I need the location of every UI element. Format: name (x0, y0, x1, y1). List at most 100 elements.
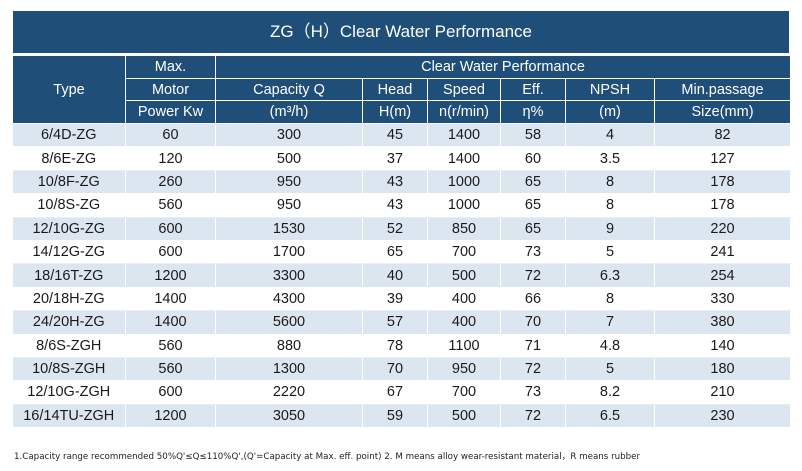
cell-capacity: 300 (215, 123, 363, 148)
cell-motor-power: 600 (125, 240, 216, 265)
performance-table-wrapper: ZG（H）Clear Water Performance Type Max. C… (12, 10, 792, 429)
cell-motor-power: 600 (125, 380, 216, 405)
table-row: 6/4D-ZG 60 300 45 1400 58 4 82 (12, 123, 792, 148)
cell-passage: 330 (654, 287, 792, 312)
cell-head: 45 (362, 123, 428, 148)
cell-speed: 500 (427, 263, 501, 288)
cell-type: 10/8S-ZGH (12, 357, 126, 382)
cell-speed: 1100 (427, 334, 501, 358)
cell-npsh: 8 (565, 170, 655, 195)
cell-head: 65 (362, 240, 428, 265)
table-row: 12/10G-ZG 600 1530 52 850 65 9 220 (12, 217, 792, 241)
cell-passage: 254 (654, 263, 792, 288)
cell-capacity: 950 (215, 193, 363, 218)
cell-type: 12/10G-ZG (12, 217, 126, 241)
header-passage: Min.passage (653, 78, 792, 101)
header-capacity: Capacity Q (215, 78, 363, 101)
cell-npsh: 6.3 (565, 263, 655, 288)
cell-eff: 72 (500, 357, 566, 382)
cell-capacity: 3050 (215, 404, 363, 429)
cell-type: 24/20H-ZG (12, 310, 126, 335)
cell-npsh: 8 (565, 287, 655, 312)
cell-npsh: 7 (565, 310, 655, 335)
header-head: Head (362, 78, 428, 101)
header-capacity-unit: (m³/h) (215, 100, 363, 124)
cell-npsh: 4.8 (565, 334, 655, 358)
cell-capacity: 880 (215, 334, 363, 358)
table-row: 10/8F-ZG 260 950 43 1000 65 8 178 (12, 170, 792, 195)
cell-capacity: 1530 (215, 217, 363, 241)
cell-eff: 71 (500, 334, 566, 358)
cell-capacity: 1700 (215, 240, 363, 265)
cell-eff: 72 (500, 263, 566, 288)
cell-type: 8/6S-ZGH (12, 334, 126, 358)
cell-eff: 73 (500, 240, 566, 265)
cell-eff: 58 (500, 123, 566, 148)
cell-speed: 950 (427, 357, 501, 382)
header-passage-unit: Size(mm) (653, 100, 792, 124)
cell-passage: 230 (654, 404, 792, 429)
cell-type: 16/14TU-ZGH (12, 404, 126, 429)
table-row: 16/14TU-ZGH 1200 3050 59 500 72 6.5 230 (12, 404, 792, 429)
cell-passage: 127 (654, 146, 792, 171)
cell-npsh: 5 (565, 357, 655, 382)
cell-speed: 1000 (427, 193, 501, 218)
cell-passage: 140 (654, 334, 792, 358)
cell-capacity: 2220 (215, 380, 363, 405)
footnote: 1.Capacity range recommended 50%Q'≤Q≤110… (14, 452, 641, 462)
cell-type: 20/18H-ZG (12, 287, 126, 312)
cell-type: 14/12G-ZG (12, 240, 126, 265)
header-eff-unit: η% (500, 100, 566, 124)
cell-speed: 1400 (427, 146, 501, 171)
cell-head: 78 (362, 334, 428, 358)
table-row: 8/6S-ZGH 560 880 78 1100 71 4.8 140 (12, 334, 792, 358)
cell-motor-power: 260 (125, 170, 216, 195)
cell-head: 40 (362, 263, 428, 288)
header-type: Type (12, 55, 126, 124)
cell-speed: 700 (427, 380, 501, 405)
table-row: 20/18H-ZG 1400 4300 39 400 66 8 330 (12, 287, 792, 312)
cell-eff: 70 (500, 310, 566, 335)
cell-motor-power: 120 (125, 146, 216, 171)
table-body: 6/4D-ZG 60 300 45 1400 58 4 82 8/6E-ZG 120 500 37 14… (12, 123, 792, 429)
cell-passage: 178 (654, 193, 792, 218)
table-row: 18/16T-ZG 1200 3300 40 500 72 6.3 254 (12, 263, 792, 288)
cell-speed: 500 (427, 404, 501, 429)
cell-head: 37 (362, 146, 428, 171)
cell-type: 8/6E-ZG (12, 146, 126, 171)
table-title: ZG（H）Clear Water Performance (12, 10, 790, 55)
cell-type: 10/8F-ZG (12, 170, 126, 195)
cell-type: 10/8S-ZG (12, 193, 126, 218)
cell-npsh: 4 (565, 123, 655, 148)
cell-npsh: 3.5 (565, 146, 655, 171)
cell-eff: 65 (500, 217, 566, 241)
header-power-kw: Power Kw (125, 100, 216, 124)
cell-motor-power: 1200 (125, 404, 216, 429)
cell-speed: 1000 (427, 170, 501, 195)
cell-eff: 72 (500, 404, 566, 429)
performance-table: Type Max. Clear Water Performance Motor … (12, 55, 792, 429)
cell-head: 67 (362, 380, 428, 405)
cell-speed: 700 (427, 240, 501, 265)
cell-head: 43 (362, 170, 428, 195)
cell-passage: 82 (654, 123, 792, 148)
cell-speed: 400 (427, 310, 501, 335)
cell-passage: 220 (654, 217, 792, 241)
cell-eff: 65 (500, 170, 566, 195)
cell-type: 12/10G-ZGH (12, 380, 126, 405)
cell-npsh: 8 (565, 193, 655, 218)
cell-motor-power: 560 (125, 357, 216, 382)
cell-motor-power: 60 (125, 123, 216, 148)
cell-motor-power: 560 (125, 193, 216, 218)
cell-capacity: 3300 (215, 263, 363, 288)
header-speed: Speed (427, 78, 501, 101)
cell-eff: 60 (500, 146, 566, 171)
cell-npsh: 9 (565, 217, 655, 241)
cell-head: 43 (362, 193, 428, 218)
cell-motor-power: 1400 (125, 310, 216, 335)
header-npsh: NPSH (565, 78, 655, 101)
cell-speed: 850 (427, 217, 501, 241)
cell-motor-power: 1400 (125, 287, 216, 312)
cell-npsh: 8.2 (565, 380, 655, 405)
cell-eff: 65 (500, 193, 566, 218)
